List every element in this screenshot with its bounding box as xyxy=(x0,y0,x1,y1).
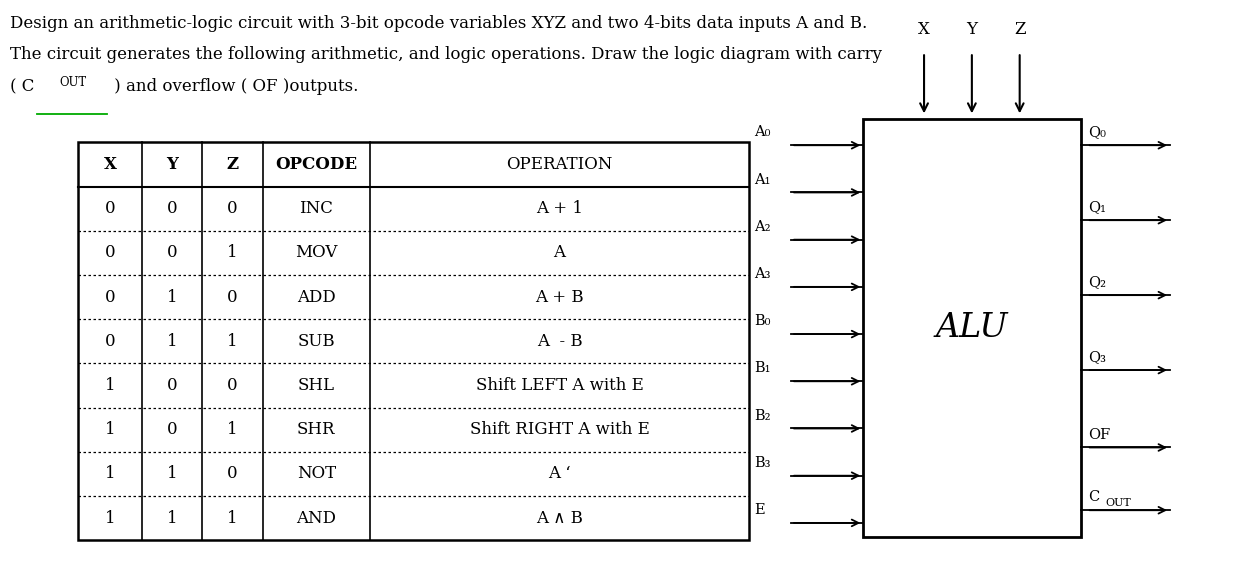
Text: 1: 1 xyxy=(166,333,178,350)
Text: 0: 0 xyxy=(227,289,237,306)
Text: OUT: OUT xyxy=(1105,498,1131,508)
Text: B₁: B₁ xyxy=(754,361,770,375)
Text: 1: 1 xyxy=(227,421,237,438)
Text: 1: 1 xyxy=(227,510,237,527)
Text: A: A xyxy=(554,245,565,261)
Text: 1: 1 xyxy=(166,289,178,306)
Text: 0: 0 xyxy=(166,245,178,261)
Text: OF: OF xyxy=(1088,428,1110,442)
Text: A₂: A₂ xyxy=(754,220,770,234)
Text: 1: 1 xyxy=(104,510,116,527)
Text: Y: Y xyxy=(966,21,977,38)
Text: 1: 1 xyxy=(166,510,178,527)
Text: SUB: SUB xyxy=(298,333,335,350)
Text: 0: 0 xyxy=(166,200,178,217)
Text: Q₃: Q₃ xyxy=(1088,350,1105,364)
Text: 1: 1 xyxy=(227,333,237,350)
Text: 1: 1 xyxy=(227,245,237,261)
Text: AND: AND xyxy=(297,510,337,527)
Text: 0: 0 xyxy=(227,465,237,482)
Text: Shift LEFT A with E: Shift LEFT A with E xyxy=(476,377,643,394)
Text: 0: 0 xyxy=(227,377,237,394)
Text: A ∧ B: A ∧ B xyxy=(537,510,582,527)
Bar xyxy=(863,119,1081,537)
Text: A₃: A₃ xyxy=(754,267,770,281)
Text: Z: Z xyxy=(1013,21,1026,38)
Text: INC: INC xyxy=(299,200,333,217)
Text: 1: 1 xyxy=(104,421,116,438)
Text: B₃: B₃ xyxy=(754,456,770,470)
Text: OUT: OUT xyxy=(60,76,87,88)
Text: B₀: B₀ xyxy=(754,314,770,328)
Text: A  - B: A - B xyxy=(537,333,582,350)
Text: X: X xyxy=(918,21,930,38)
Text: 0: 0 xyxy=(104,289,116,306)
Text: A₁: A₁ xyxy=(754,173,770,187)
Text: 0: 0 xyxy=(104,333,116,350)
Text: SHL: SHL xyxy=(298,377,335,394)
Text: ) and overflow ( OF )outputs.: ) and overflow ( OF )outputs. xyxy=(109,78,359,95)
Text: OPERATION: OPERATION xyxy=(507,156,612,173)
Text: 1: 1 xyxy=(104,377,116,394)
Text: OPCODE: OPCODE xyxy=(276,156,358,173)
Text: SHR: SHR xyxy=(297,421,335,438)
Text: C: C xyxy=(1088,490,1099,504)
Text: E: E xyxy=(754,503,765,517)
Text: 1: 1 xyxy=(104,465,116,482)
Text: Z: Z xyxy=(226,156,238,173)
Bar xyxy=(78,142,749,540)
Text: 0: 0 xyxy=(166,377,178,394)
Text: 0: 0 xyxy=(104,245,116,261)
Text: A + 1: A + 1 xyxy=(537,200,582,217)
Text: 0: 0 xyxy=(104,200,116,217)
Text: A ‘: A ‘ xyxy=(548,465,571,482)
Text: A + B: A + B xyxy=(535,289,584,306)
Text: 0: 0 xyxy=(166,421,178,438)
Text: X: X xyxy=(103,156,117,173)
Text: Y: Y xyxy=(166,156,178,173)
Text: The circuit generates the following arithmetic, and logic operations. Draw the l: The circuit generates the following arit… xyxy=(10,46,882,63)
Text: B₂: B₂ xyxy=(754,408,770,423)
Text: 1: 1 xyxy=(166,465,178,482)
Text: A₀: A₀ xyxy=(754,125,770,139)
Text: NOT: NOT xyxy=(297,465,335,482)
Text: MOV: MOV xyxy=(296,245,338,261)
Text: ALU: ALU xyxy=(935,312,1009,345)
Text: Q₀: Q₀ xyxy=(1088,125,1105,139)
Text: Design an arithmetic-logic circuit with 3-bit opcode variables XYZ and two 4-bit: Design an arithmetic-logic circuit with … xyxy=(10,15,867,31)
Text: ( C: ( C xyxy=(10,78,35,95)
Text: 0: 0 xyxy=(227,200,237,217)
Text: ADD: ADD xyxy=(297,289,335,306)
Text: Q₁: Q₁ xyxy=(1088,200,1105,214)
Text: Shift RIGHT A with E: Shift RIGHT A with E xyxy=(469,421,650,438)
Text: Q₂: Q₂ xyxy=(1088,275,1105,289)
